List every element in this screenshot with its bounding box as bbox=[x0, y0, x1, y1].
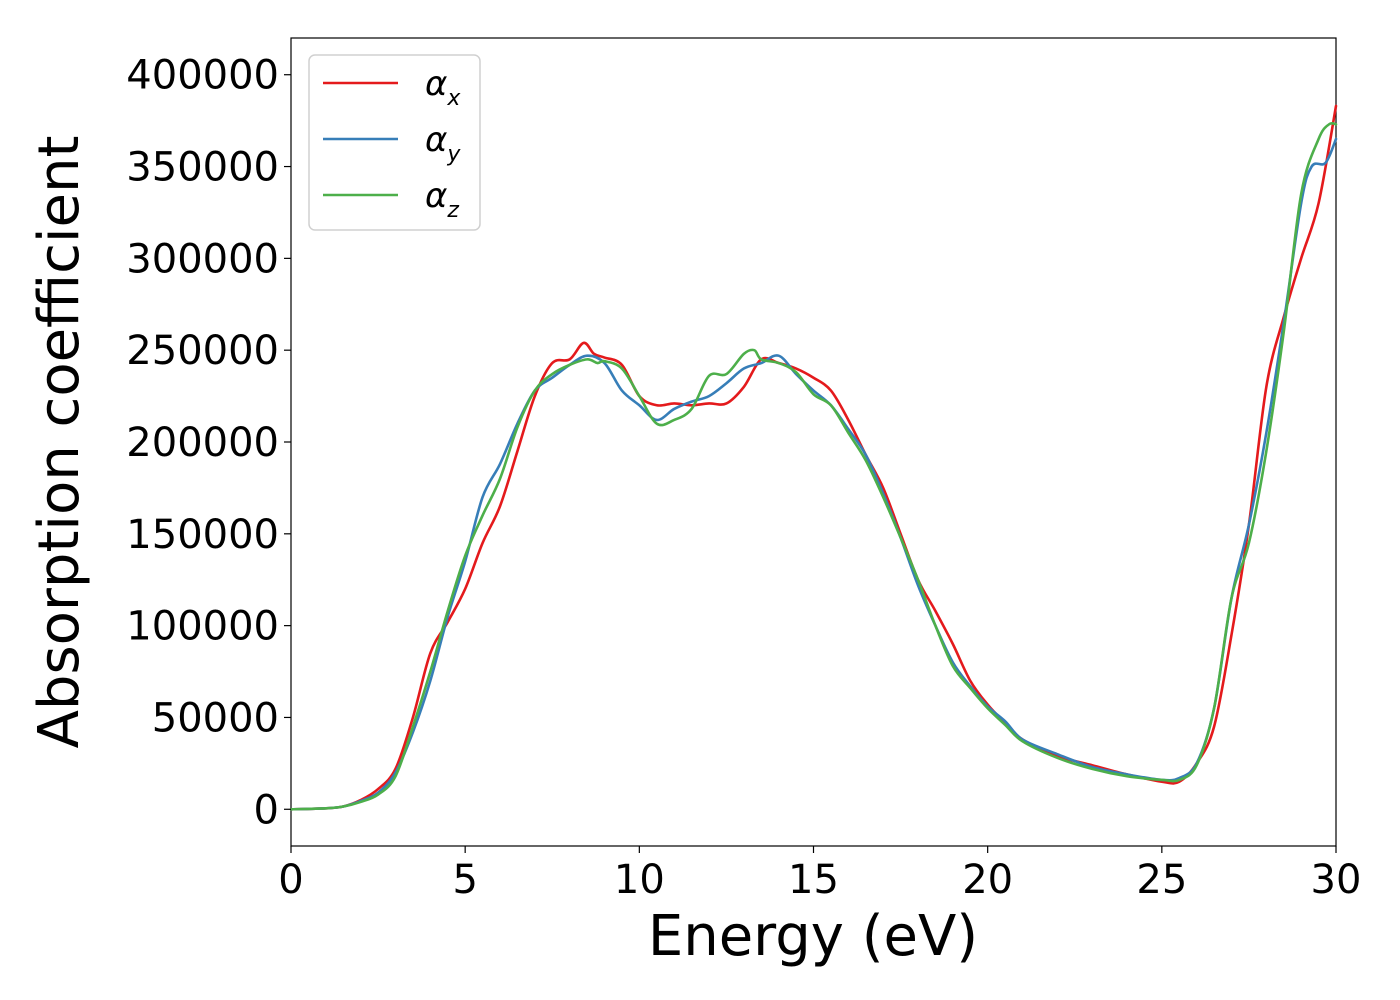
x-tick-label: 5 bbox=[452, 857, 477, 903]
y-tick-label: 200000 bbox=[126, 420, 279, 466]
y-tick-label: 0 bbox=[254, 787, 279, 833]
x-tick-label: 25 bbox=[1136, 857, 1187, 903]
legend-label-alpha-y: αy bbox=[425, 120, 461, 167]
y-tick-label: 250000 bbox=[126, 328, 279, 374]
y-tick-label: 100000 bbox=[126, 604, 279, 650]
y-axis-ticks: 0 50000 100000 150000 200000 250000 300000 3500… bbox=[126, 53, 291, 833]
x-tick-label: 30 bbox=[1311, 857, 1362, 903]
x-tick-label: 15 bbox=[788, 857, 839, 903]
y-tick-label: 300000 bbox=[126, 236, 279, 282]
y-tick-label: 50000 bbox=[152, 695, 279, 741]
y-tick-label: 350000 bbox=[126, 145, 279, 191]
x-tick-label: 20 bbox=[962, 857, 1013, 903]
x-axis-title: Energy (eV) bbox=[648, 904, 978, 969]
series-lines bbox=[289, 104, 1338, 811]
y-axis-title: Absorption coefficient bbox=[27, 136, 92, 749]
y-tick-label: 150000 bbox=[126, 512, 279, 558]
legend: αx αy αz bbox=[308, 54, 481, 231]
legend-frame bbox=[308, 54, 481, 231]
x-tick-label: 10 bbox=[614, 857, 665, 903]
series-line-alpha-z bbox=[289, 121, 1338, 811]
x-tick-label: 0 bbox=[278, 857, 303, 903]
y-tick-label: 400000 bbox=[126, 53, 279, 99]
legend-label-alpha-z: αz bbox=[425, 176, 459, 223]
legend-label-alpha-x: αx bbox=[425, 64, 461, 111]
x-axis-ticks: 0 5 10 15 20 25 30 bbox=[278, 846, 1361, 903]
